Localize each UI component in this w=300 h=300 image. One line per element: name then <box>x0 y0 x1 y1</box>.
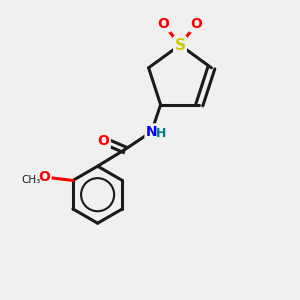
Text: S: S <box>175 38 185 52</box>
Text: O: O <box>38 170 50 184</box>
Text: O: O <box>158 17 169 31</box>
Text: CH₃: CH₃ <box>21 175 40 185</box>
Text: N: N <box>146 125 158 139</box>
Text: O: O <box>190 17 202 31</box>
Text: O: O <box>98 134 109 148</box>
Text: H: H <box>156 127 166 140</box>
